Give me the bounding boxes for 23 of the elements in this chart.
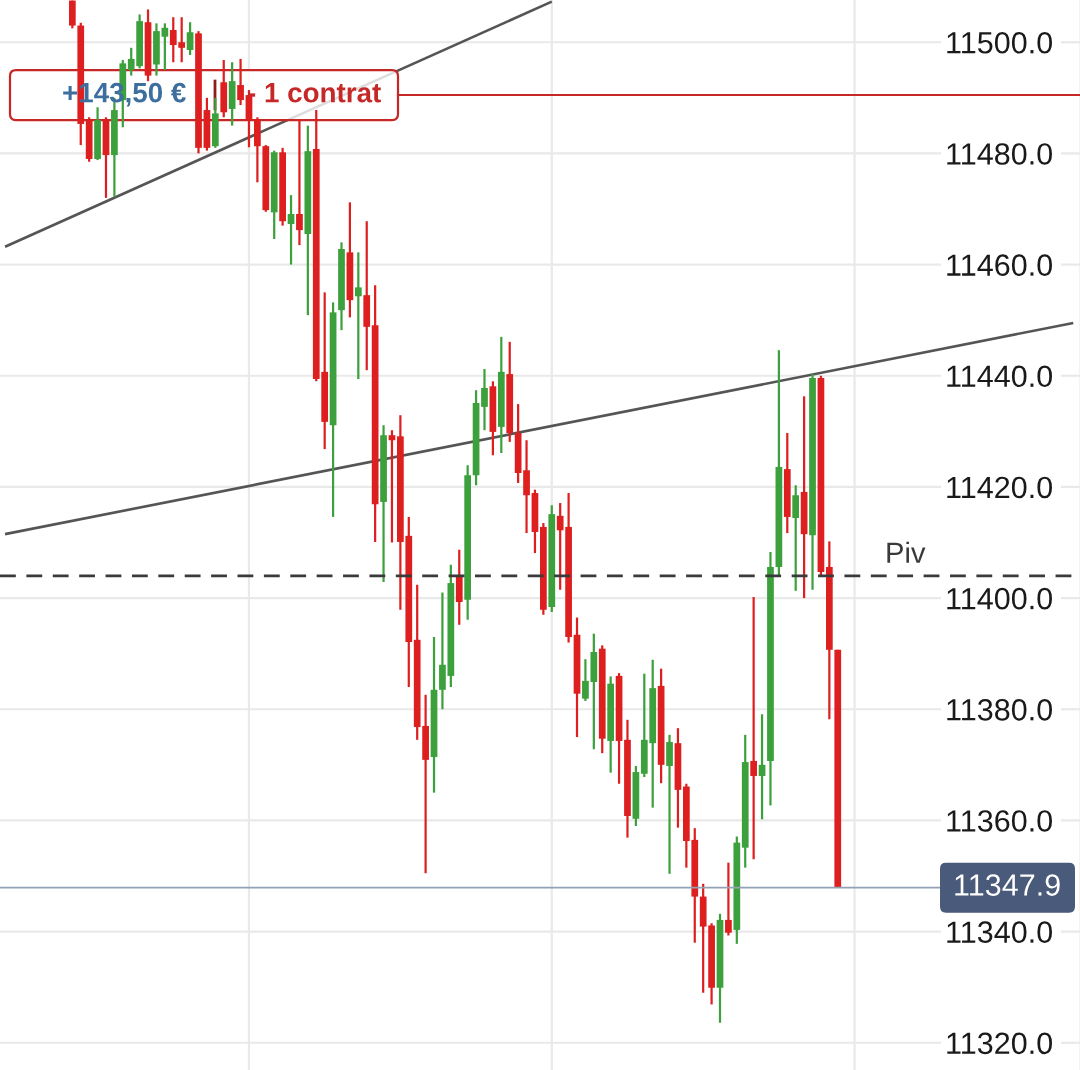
ref-line-label: Piv xyxy=(887,541,926,563)
candlestick xyxy=(481,367,488,432)
y-tick-label: 11340.0 xyxy=(947,921,1052,943)
candlestick xyxy=(186,21,194,57)
y-tick-label: 11500.0 xyxy=(947,31,1052,54)
y-tick-label: 11460.0 xyxy=(947,254,1052,276)
y-tick-label: 11440.0 xyxy=(947,365,1052,388)
y-tick-label: 11400.0 xyxy=(947,587,1052,610)
ref-line-label: - 1 contrat xyxy=(248,83,381,103)
candlestick xyxy=(725,861,732,937)
candlestick xyxy=(354,251,362,381)
y-tick-label: 11420.0 xyxy=(947,476,1052,499)
candlestick xyxy=(296,118,303,247)
candlestick xyxy=(287,193,295,266)
y-tick-label: 11360.0 xyxy=(947,810,1052,832)
candlestick xyxy=(792,484,800,592)
y-tick-label: 11320.0 xyxy=(947,1032,1052,1055)
candlestick xyxy=(666,733,673,875)
y-tick-label: 11380.0 xyxy=(947,698,1052,721)
candlestick xyxy=(750,595,758,861)
y-tick-label: 11480.0 xyxy=(947,143,1052,165)
candlestick xyxy=(237,57,244,107)
ref-line-label: 11347.9 xyxy=(955,874,1060,896)
